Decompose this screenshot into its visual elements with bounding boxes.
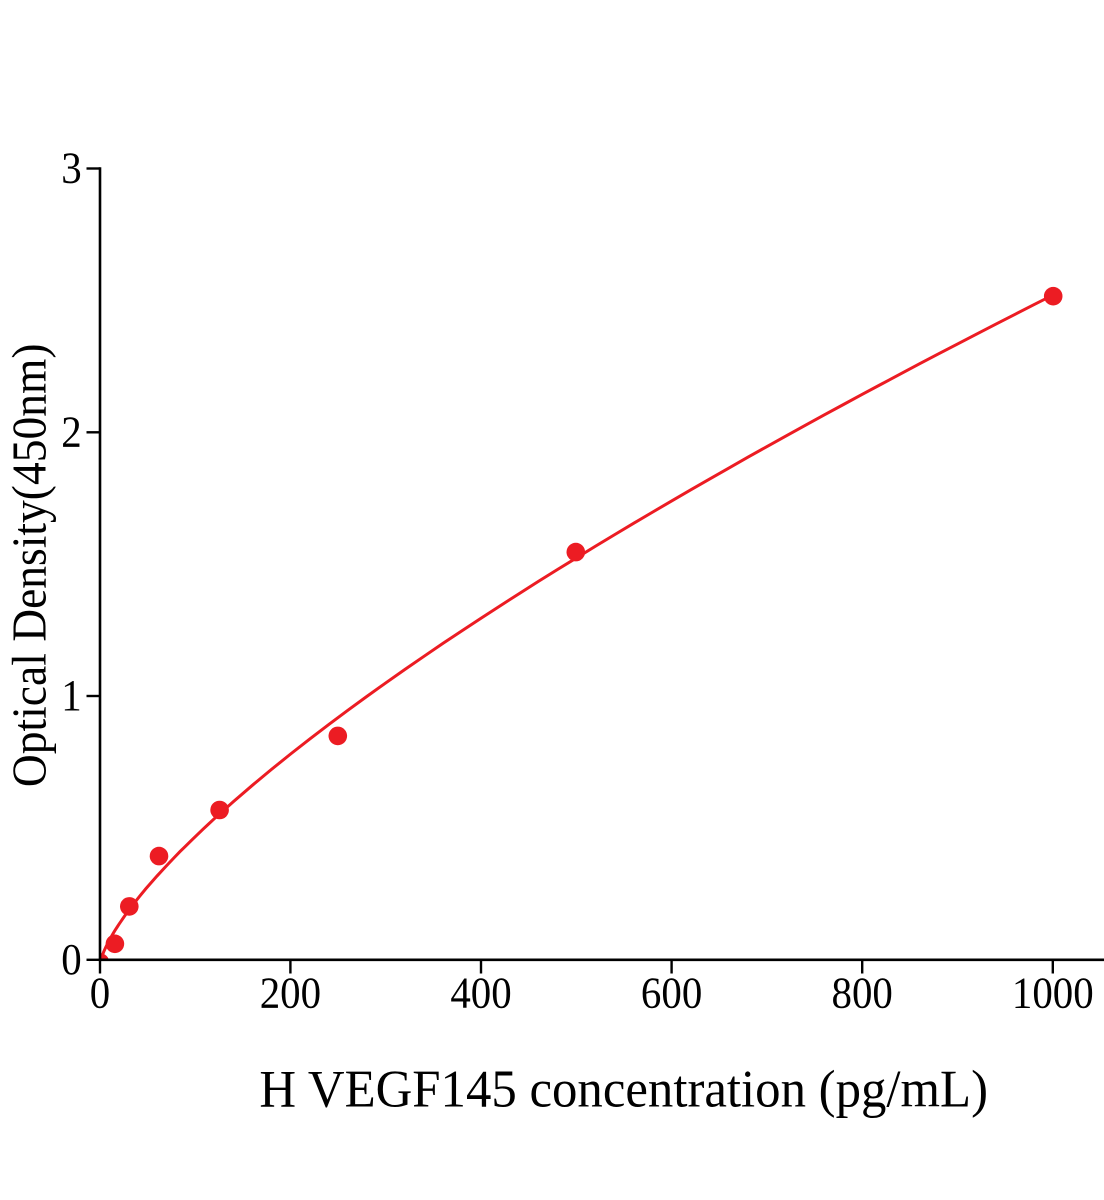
svg-text:3: 3: [61, 144, 81, 193]
svg-text:0: 0: [61, 936, 81, 985]
svg-text:1: 1: [61, 672, 81, 721]
svg-text:200: 200: [260, 969, 321, 1018]
svg-text:0: 0: [90, 969, 110, 1018]
svg-text:Optical Density(450nm): Optical Density(450nm): [3, 343, 57, 787]
svg-text:800: 800: [832, 969, 893, 1018]
svg-text:2: 2: [61, 408, 81, 457]
svg-text:600: 600: [641, 969, 702, 1018]
svg-text:400: 400: [450, 969, 511, 1018]
svg-text:H VEGF145 concentration (pg/mL: H VEGF145 concentration (pg/mL): [259, 1061, 988, 1119]
svg-text:1000: 1000: [1012, 969, 1094, 1018]
